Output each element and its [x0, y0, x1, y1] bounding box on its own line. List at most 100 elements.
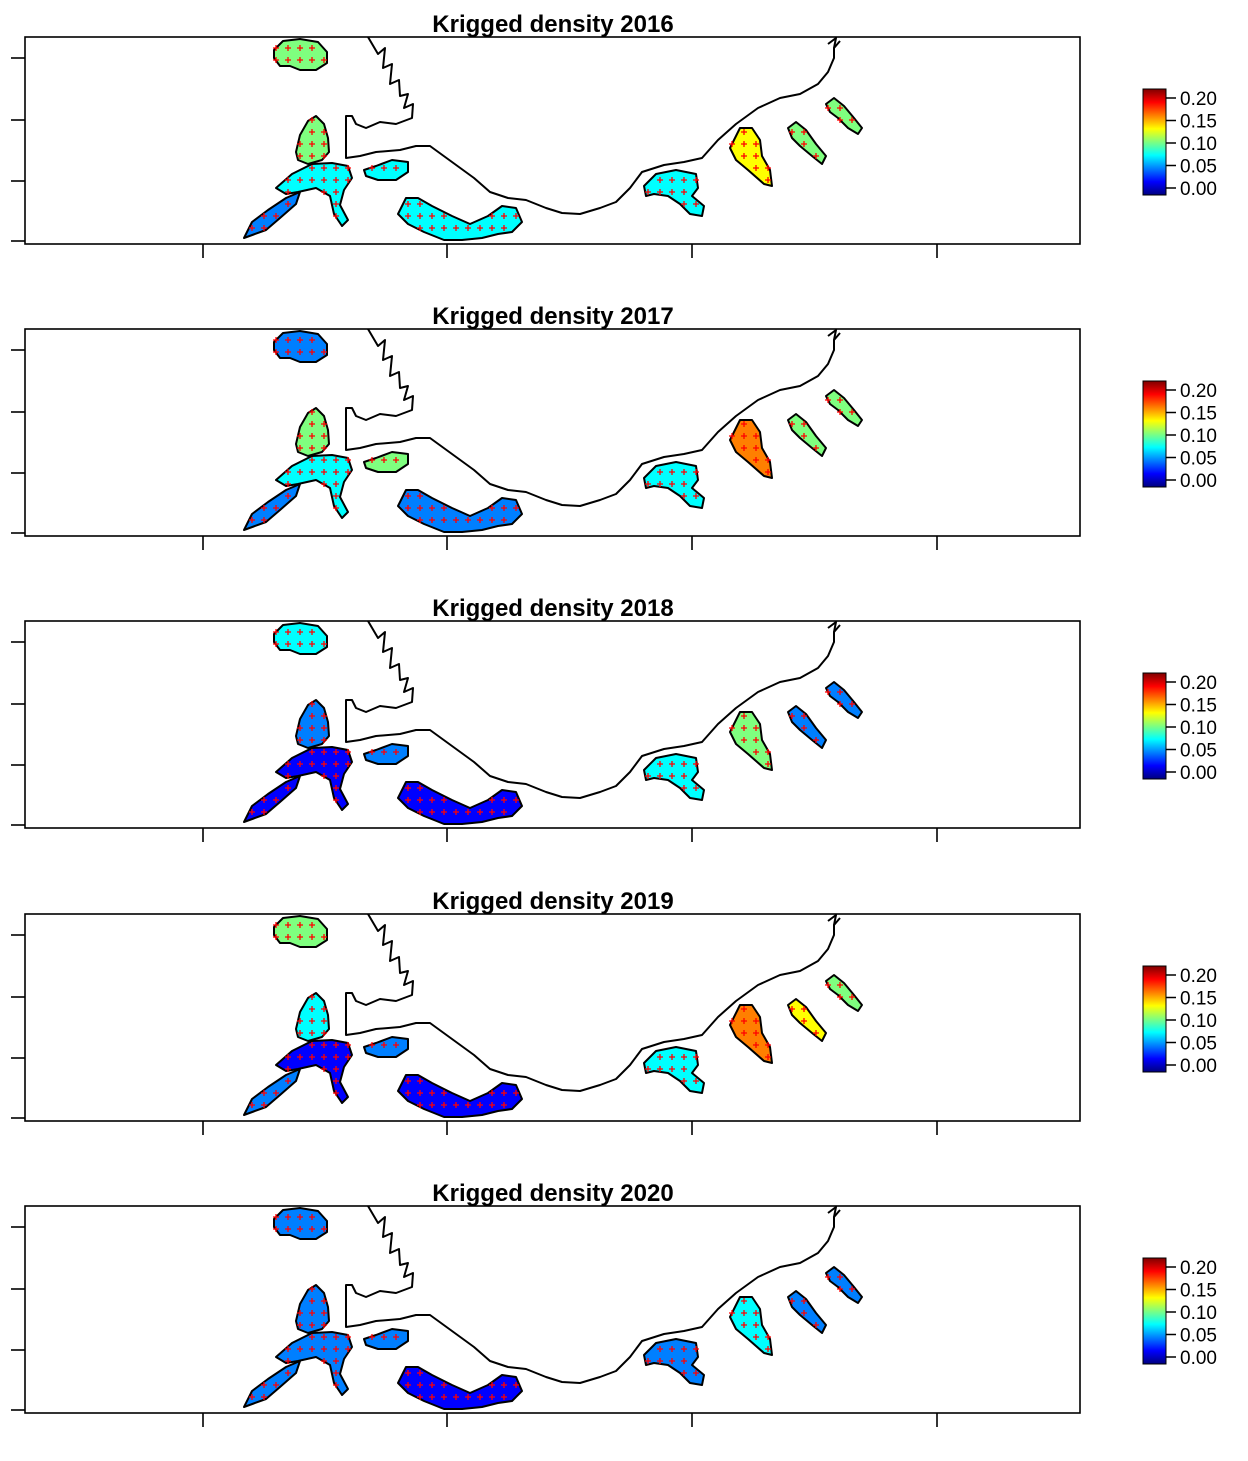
sample-point	[273, 1214, 279, 1220]
sample-point	[345, 165, 351, 171]
map-svg: Krigged density 2016 0.200.150.100.050.00	[11, 11, 1217, 258]
sample-point	[297, 737, 303, 743]
sample-point	[297, 629, 303, 635]
legend-tick-label: 0.05	[1180, 1034, 1217, 1055]
sample-point	[789, 1298, 795, 1304]
density-patch-bank-east-b	[729, 127, 773, 187]
sample-point	[489, 225, 495, 231]
sample-point	[681, 493, 687, 499]
plot-frame	[24, 328, 1081, 537]
sample-point	[693, 761, 699, 767]
sample-point	[273, 797, 279, 803]
sample-point	[741, 725, 747, 731]
sample-point	[801, 421, 807, 427]
sample-point	[321, 153, 327, 159]
density-patch-bank-mid	[363, 451, 409, 473]
sample-point	[753, 153, 759, 159]
sample-point	[321, 57, 327, 63]
sample-point	[501, 517, 507, 523]
sample-point	[489, 1382, 495, 1388]
map-panel: Krigged density 2016 0.20 0.15 0.10 0.05 0.00	[0, 0, 1248, 286]
sample-point	[285, 481, 291, 487]
sample-point	[309, 469, 315, 475]
sample-point	[441, 213, 447, 219]
sample-point	[753, 1030, 759, 1036]
sample-point	[741, 1018, 747, 1024]
sample-point	[669, 177, 675, 183]
sample-point	[273, 641, 279, 647]
sample-point	[753, 141, 759, 147]
sample-point	[501, 1102, 507, 1108]
sample-point	[381, 749, 387, 755]
sample-point	[405, 1382, 411, 1388]
sample-point	[417, 493, 423, 499]
panel-title: Krigged density 2016	[432, 11, 673, 38]
map-panel: Krigged density 2018 0.20 0.15 0.10 0.05 0.00	[0, 584, 1248, 870]
sample-point	[309, 349, 315, 355]
legend-tick-label: 0.15	[1180, 696, 1217, 717]
sample-point	[393, 457, 399, 463]
sample-point	[333, 1382, 339, 1388]
sample-point	[321, 761, 327, 767]
sample-point	[681, 1346, 687, 1352]
sample-point	[285, 641, 291, 647]
sample-point	[309, 1214, 315, 1220]
sample-point	[261, 1382, 267, 1388]
sample-point	[321, 934, 327, 940]
sample-point	[309, 1030, 315, 1036]
sample-point	[333, 1066, 339, 1072]
sample-point	[741, 1298, 747, 1304]
sample-point	[681, 1054, 687, 1060]
sample-point	[837, 701, 843, 707]
density-patch-bank-west-b	[275, 1039, 353, 1104]
density-patch-bank-east-a	[643, 461, 705, 509]
sample-point	[249, 517, 255, 523]
legend-tick-label: 0.05	[1180, 157, 1217, 178]
sample-point	[417, 213, 423, 219]
sample-point	[321, 1066, 327, 1072]
map-panel: Krigged density 2020 0.20 0.15 0.10 0.05 0.00	[0, 1169, 1248, 1455]
sample-point	[801, 1018, 807, 1024]
density-patch-bank-east-d	[825, 974, 863, 1012]
sample-point	[765, 457, 771, 463]
sample-point	[837, 994, 843, 1000]
coastline-inlet	[827, 1206, 838, 1218]
sample-point	[825, 1274, 831, 1280]
sample-point	[417, 1102, 423, 1108]
sample-point	[309, 1042, 315, 1048]
legend-tick-label: 0.15	[1180, 1281, 1217, 1302]
sample-point	[441, 517, 447, 523]
sample-point	[285, 201, 291, 207]
density-patch-isle-north	[273, 1207, 328, 1240]
sample-point	[465, 1102, 471, 1108]
sample-point	[513, 1090, 519, 1096]
sample-point	[765, 1346, 771, 1352]
sample-point	[321, 1030, 327, 1036]
density-patch-bank-south	[397, 197, 523, 241]
sample-point	[285, 1214, 291, 1220]
sample-point	[801, 713, 807, 719]
density-patch-bank-west-b	[275, 454, 353, 519]
sample-point	[285, 57, 291, 63]
sample-point	[285, 1226, 291, 1232]
sample-point	[825, 689, 831, 695]
sample-point	[417, 225, 423, 231]
sample-point	[285, 337, 291, 343]
sample-point	[297, 1214, 303, 1220]
sample-point	[789, 129, 795, 135]
sample-point	[801, 433, 807, 439]
sample-point	[441, 1382, 447, 1388]
sample-point	[417, 1090, 423, 1096]
sample-point	[321, 1018, 327, 1024]
sample-point	[285, 629, 291, 635]
sample-point	[333, 785, 339, 791]
sample-point	[333, 1090, 339, 1096]
sample-point	[333, 189, 339, 195]
density-patch-bank-mid	[363, 743, 409, 765]
sample-point	[729, 725, 735, 731]
sample-point	[345, 457, 351, 463]
sample-point	[321, 457, 327, 463]
sample-point	[297, 1054, 303, 1060]
sample-point	[333, 177, 339, 183]
sample-point	[297, 1226, 303, 1232]
